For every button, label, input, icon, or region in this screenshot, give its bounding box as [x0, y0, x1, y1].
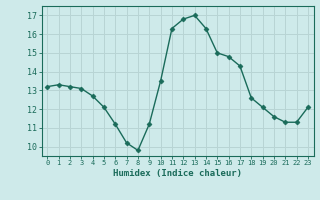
X-axis label: Humidex (Indice chaleur): Humidex (Indice chaleur)	[113, 169, 242, 178]
